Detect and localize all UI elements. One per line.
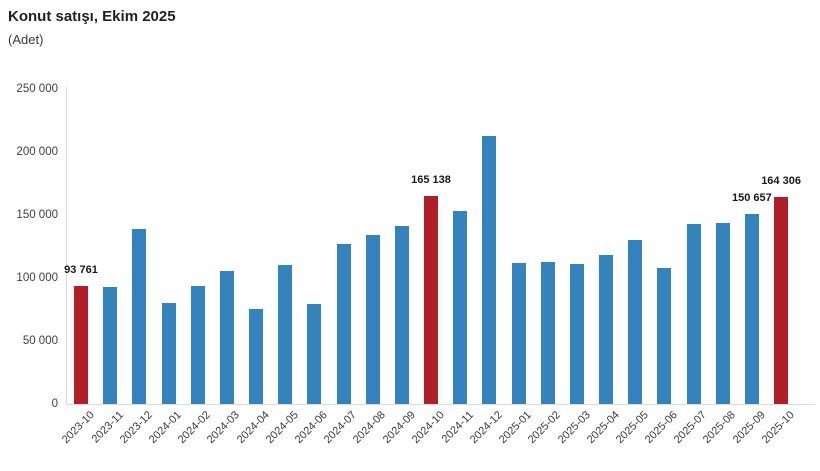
y-axis-tick-label: 0 xyxy=(51,398,58,410)
y-axis-tick-label: 50 000 xyxy=(22,335,58,347)
bar-2024-12 xyxy=(482,136,497,404)
y-axis-tick-label: 250 000 xyxy=(16,83,58,95)
bar-2025-09 xyxy=(744,214,759,404)
bar-2025-02 xyxy=(540,261,555,404)
bar-value-label: 93 761 xyxy=(64,263,98,276)
bar-2024-09 xyxy=(394,226,409,404)
bar-2025-04 xyxy=(599,254,614,404)
bar-2024-04 xyxy=(249,308,264,404)
bar-2024-11 xyxy=(453,211,468,404)
bar-2025-01 xyxy=(511,262,526,404)
y-axis-line xyxy=(66,87,67,404)
x-axis-tick-label: 2023-10 xyxy=(59,409,97,447)
chart-unit-label: (Adet) xyxy=(8,32,44,47)
bar-2025-06 xyxy=(657,268,672,404)
bar-2024-05 xyxy=(278,264,293,404)
y-axis-tick-label: 200 000 xyxy=(16,146,58,158)
bar-2024-08 xyxy=(365,234,380,404)
bar-2023-11 xyxy=(103,286,118,404)
bar-2023-12 xyxy=(132,229,147,404)
y-axis-tick-label: 150 000 xyxy=(16,209,58,221)
bar-value-label: 165 138 xyxy=(411,173,451,186)
bar-2024-10 xyxy=(424,195,439,404)
bar-2025-10 xyxy=(774,196,789,404)
chart-title: Konut satışı, Ekim 2025 xyxy=(8,8,176,25)
bar-value-label: 164 306 xyxy=(761,174,801,187)
y-axis-tick-label: 100 000 xyxy=(16,272,58,284)
bar-2024-07 xyxy=(336,243,351,404)
bar-2025-08 xyxy=(715,223,730,404)
bar-2025-07 xyxy=(686,223,701,404)
bar-2024-06 xyxy=(307,304,322,404)
bar-2024-03 xyxy=(219,271,234,404)
bar-value-label: 150 657 xyxy=(732,192,772,205)
bar-2024-01 xyxy=(161,302,176,404)
bar-2025-03 xyxy=(569,264,584,404)
bar-2024-02 xyxy=(190,285,205,404)
x-axis-line xyxy=(66,404,815,405)
bar-2025-05 xyxy=(628,240,643,404)
bar-2023-10 xyxy=(74,285,88,404)
